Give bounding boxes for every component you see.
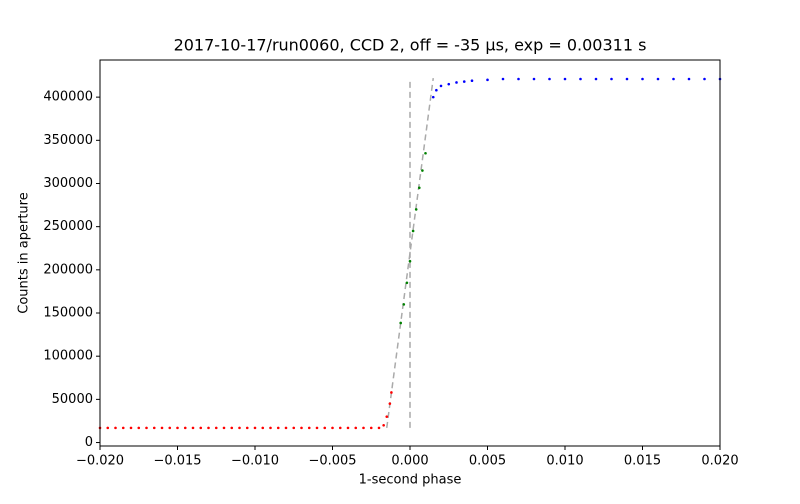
data-point	[382, 423, 385, 427]
data-point	[656, 77, 660, 81]
data-point	[687, 77, 691, 81]
data-point	[238, 426, 241, 430]
chart-title: 2017-10-17/run0060, CCD 2, off = -35 μs,…	[174, 36, 647, 55]
x-tick-label: −0.005	[308, 454, 356, 469]
data-point	[362, 426, 365, 430]
data-point	[183, 426, 187, 430]
x-tick-label: 0.015	[624, 454, 661, 469]
x-tick-label: 0.005	[469, 454, 506, 469]
data-point	[399, 321, 403, 325]
data-point	[369, 426, 373, 430]
data-point	[418, 186, 421, 190]
guide-line	[386, 78, 434, 428]
data-point	[152, 426, 156, 430]
data-point	[501, 77, 505, 81]
data-point	[421, 169, 424, 172]
data-point	[594, 77, 598, 81]
x-tick-label: 0.010	[546, 454, 583, 469]
y-tick-label: 100000	[43, 349, 93, 364]
data-point	[276, 426, 280, 430]
data-point	[424, 151, 427, 155]
data-point	[405, 281, 409, 285]
data-point	[222, 426, 226, 430]
data-point	[563, 77, 567, 81]
y-tick-label: 150000	[43, 306, 93, 321]
x-tick-label: −0.010	[231, 454, 279, 469]
data-point	[447, 82, 451, 86]
data-point	[354, 426, 358, 430]
data-point	[121, 426, 125, 430]
data-point	[455, 81, 458, 84]
data-point	[431, 95, 435, 99]
data-point	[346, 426, 350, 430]
data-point	[160, 426, 164, 430]
data-point	[191, 426, 195, 430]
data-point	[411, 229, 415, 233]
y-tick-label: 350000	[43, 133, 93, 148]
data-point	[300, 426, 303, 430]
data-point	[439, 84, 443, 88]
data-point	[377, 426, 381, 430]
data-point	[517, 77, 520, 81]
data-point	[199, 426, 203, 430]
x-axis-label: 1-second phase	[359, 473, 462, 488]
data-point	[385, 415, 389, 418]
data-point	[114, 426, 117, 430]
y-tick-label: 200000	[43, 262, 93, 277]
data-point	[579, 77, 582, 81]
data-point	[408, 259, 412, 263]
y-tick-label: 0	[85, 435, 93, 450]
data-point	[207, 426, 210, 430]
data-point	[106, 426, 110, 430]
data-point	[532, 77, 536, 81]
x-tick-label: 0.020	[701, 454, 738, 469]
data-point	[390, 391, 393, 394]
x-tick-label: −0.020	[76, 454, 124, 469]
data-point	[435, 88, 438, 92]
plot-frame	[99, 59, 721, 447]
y-axis-label: Counts in aperture	[17, 192, 32, 313]
data-point	[284, 426, 288, 430]
y-tick-label: 50000	[52, 392, 93, 407]
data-point	[625, 77, 629, 81]
data-point	[672, 77, 675, 81]
data-point	[168, 426, 172, 430]
data-point	[315, 426, 319, 430]
data-point	[462, 80, 466, 83]
data-point	[703, 77, 706, 81]
data-point	[323, 426, 327, 430]
data-point	[338, 426, 342, 430]
data-point	[292, 426, 296, 430]
data-point	[176, 426, 179, 430]
data-point	[641, 77, 644, 81]
y-tick-label: 400000	[43, 90, 93, 105]
data-point	[145, 426, 148, 430]
data-point	[253, 426, 257, 430]
data-point	[331, 426, 334, 430]
data-point	[214, 426, 218, 430]
data-point	[269, 426, 272, 430]
x-tick-label: −0.015	[153, 454, 201, 469]
data-point	[548, 77, 551, 81]
data-point	[388, 402, 392, 405]
data-point	[129, 426, 133, 430]
data-point	[486, 78, 489, 82]
data-point	[230, 426, 234, 430]
x-tick-label: 0.000	[391, 454, 428, 469]
data-point	[307, 426, 311, 430]
data-point	[470, 79, 474, 83]
data-point	[245, 426, 249, 430]
data-point	[402, 303, 406, 306]
y-tick-label: 300000	[43, 176, 93, 191]
data-point	[261, 426, 265, 430]
y-tick-label: 250000	[43, 219, 93, 234]
data-point	[610, 77, 613, 81]
data-point	[414, 208, 418, 211]
data-point	[137, 426, 141, 430]
